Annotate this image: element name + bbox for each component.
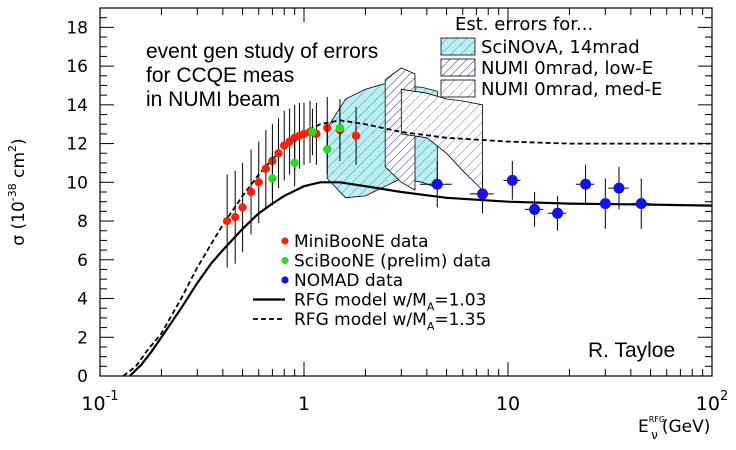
study-annotation: event gen study of errors for CCQE meas in… (146, 40, 378, 112)
error-legend-label: SciNOvA, 14mrad (481, 37, 640, 58)
miniboone-data-point (231, 212, 240, 222)
nomad-data-point (635, 198, 647, 210)
y-tick-label: 14 (66, 96, 88, 116)
sciboone-prelim-data-point (335, 123, 345, 133)
y-tick-label: 8 (77, 212, 88, 232)
y-tick-label: 10 (66, 173, 88, 193)
x-tick-label: 10-1 (81, 389, 118, 415)
legend-marker-nomad-data (281, 276, 289, 284)
error-legend-swatch (440, 37, 476, 56)
x-axis-title: ERFG ν (GeV) (638, 415, 710, 442)
error-legend-label: NUMI 0mrad, low-E (481, 58, 653, 79)
legend-label: RFG model w/MA=1.35 (294, 310, 486, 333)
miniboone-data-point (351, 131, 361, 141)
y-axis-title-close: ) (9, 138, 29, 145)
error-legend-title: Est. errors for... (455, 14, 593, 35)
sciboone-prelim-data-point (323, 145, 332, 154)
y-tick-label: 2 (77, 328, 88, 348)
error-legend-swatch (440, 79, 476, 98)
author-credit: R. Tayloe (588, 339, 675, 362)
miniboone-data-point (246, 187, 256, 197)
x-axis-title-sub: ν (651, 428, 658, 442)
miniboone-data-point (274, 149, 283, 158)
x-axis-title-unit: (GeV) (662, 417, 711, 437)
nomad-data-point (431, 178, 443, 190)
nomad-data-point (506, 174, 518, 186)
annotation-line-1: event gen study of errors (146, 40, 379, 63)
sciboone-prelim-data-point (290, 158, 299, 168)
curve-rfg-model-w-ma-1-03 (129, 181, 713, 377)
legend-marker-miniboone-data (281, 237, 289, 245)
x-tick-label: 1 (298, 393, 310, 415)
legend-label: RFG model w/MA=1.03 (294, 291, 486, 314)
nomad-data-point (477, 188, 489, 200)
y-tick-label: 0 (77, 367, 88, 387)
y-tick-label: 12 (66, 135, 88, 155)
error-bands (326, 67, 483, 199)
annotation-line-3: in NUMI beam (146, 88, 281, 111)
sciboone-prelim-data-point (308, 127, 317, 137)
x-tick-label: 10 (496, 393, 520, 415)
sciboone-prelim-data-point (268, 174, 277, 183)
miniboone-data-point (254, 178, 263, 187)
legend-label: MiniBooNE data (294, 232, 429, 252)
annotation-line-2: for CCQE meas (146, 64, 295, 87)
miniboone-data-point (261, 164, 271, 173)
nomad-data-point (599, 198, 611, 210)
nomad-data-point (613, 182, 625, 194)
legend-label: NOMAD data (294, 271, 403, 291)
y-tick-label: 18 (66, 18, 88, 38)
y-axis-title-exponent: -38 (6, 183, 19, 201)
legend-label: SciBooNE (prelim) data (294, 252, 491, 272)
nomad-data-point (552, 207, 564, 219)
data-points (222, 97, 651, 268)
nomad-data-point (580, 178, 592, 190)
y-axis-title-unit-exponent: 2 (6, 145, 19, 152)
y-axis-title-unit: cm (9, 152, 29, 183)
error-legend-label: NUMI 0mrad, med-E (481, 79, 662, 100)
y-axis-title-main: σ (10 (9, 201, 29, 245)
y-axis-title: σ (10-38 cm2) (6, 138, 29, 245)
x-tick-label: 102 (696, 389, 728, 415)
error-legend-swatch (440, 58, 476, 77)
y-tick-label: 16 (66, 57, 88, 77)
legend-marker-sciboone-prelim-data (281, 256, 289, 265)
x-axis-title-base: E (638, 417, 649, 437)
y-tick-label: 4 (77, 290, 88, 310)
axis-ticks: 0 2 4 6 8 10 12 14 16 18 10-1 1 10 102 (66, 8, 728, 415)
miniboone-data-point (222, 216, 232, 226)
miniboone-data-point (238, 203, 247, 212)
nomad-data-point (529, 203, 541, 215)
x-axis-title-sup: RFG (649, 415, 665, 424)
svg-text:σ (10-38 cm2): σ (10-38 cm2) (6, 138, 29, 245)
y-tick-label: 6 (77, 251, 88, 271)
